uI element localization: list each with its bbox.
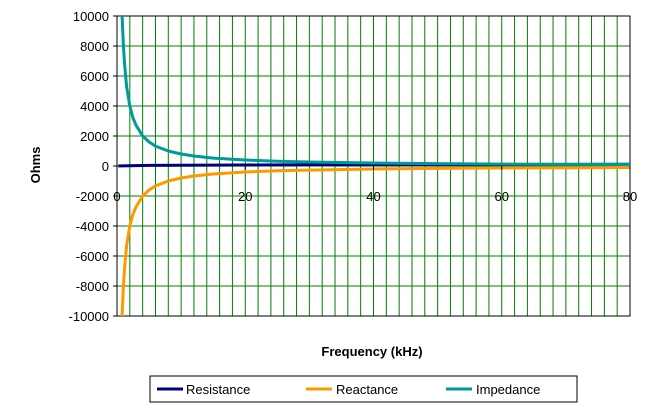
y-axis-label: Ohms — [28, 147, 43, 184]
y-tick-label: 8000 — [80, 39, 109, 54]
y-tick-label: -2000 — [76, 189, 109, 204]
y-tick-label: -4000 — [76, 219, 109, 234]
y-tick-label: 4000 — [80, 99, 109, 114]
x-tick-label: 0 — [113, 189, 120, 204]
x-axis-label: Frequency (kHz) — [321, 344, 422, 359]
legend-label-impedance: Impedance — [476, 382, 540, 397]
x-tick-label: 40 — [366, 189, 380, 204]
x-tick-label: 60 — [495, 189, 509, 204]
legend-label-resistance: Resistance — [186, 382, 250, 397]
y-tick-label: 0 — [102, 159, 109, 174]
legend: Resistance Reactance Impedance — [149, 375, 578, 403]
y-tick-label: -6000 — [76, 249, 109, 264]
y-tick-label: -8000 — [76, 279, 109, 294]
y-tick-label: 2000 — [80, 129, 109, 144]
legend-label-reactance: Reactance — [336, 382, 398, 397]
y-tick-label: 6000 — [80, 69, 109, 84]
series-lines — [118, 15, 631, 317]
x-tick-label: 20 — [238, 189, 252, 204]
x-axis-ticks: 0 20 40 60 80 — [113, 166, 637, 204]
y-axis-ticks: -10000 -8000 -6000 -4000 -2000 0 2000 4000 6000 8… — [69, 9, 117, 324]
series-line-impedance — [120, 15, 631, 166]
y-tick-label: -10000 — [69, 309, 109, 324]
y-tick-label: 10000 — [73, 9, 109, 24]
x-tick-label: 80 — [623, 189, 637, 204]
legend-box — [149, 375, 578, 403]
series-line-reactance — [120, 166, 631, 317]
